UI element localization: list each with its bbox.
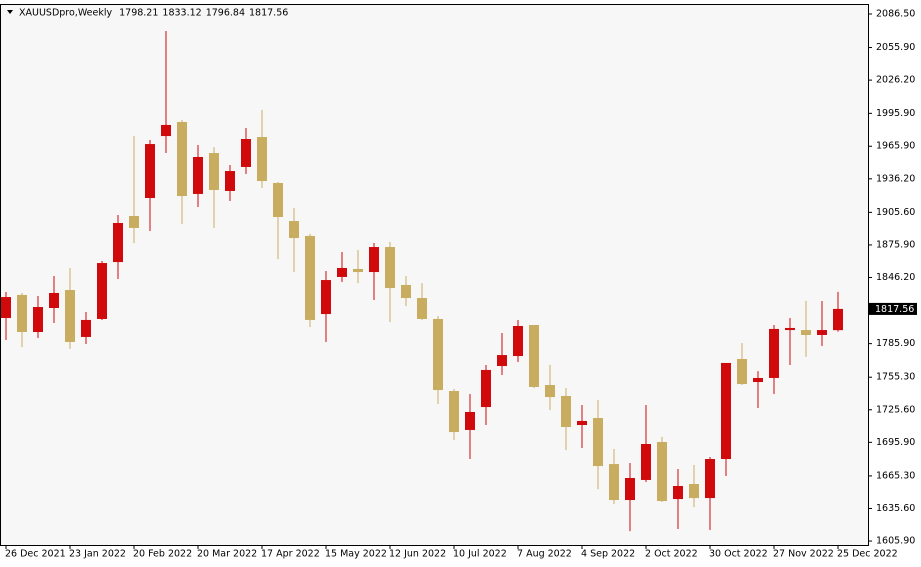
body <box>433 318 443 391</box>
body <box>689 484 699 499</box>
body <box>225 171 235 191</box>
body <box>657 442 667 502</box>
body <box>177 122 187 197</box>
body <box>305 235 315 320</box>
candles <box>1 30 843 532</box>
body <box>545 384 555 398</box>
x-tick-label: 23 Jan 2022 <box>69 549 126 560</box>
y-tick-label: 1695.90 <box>876 437 915 448</box>
body <box>785 327 795 331</box>
y-tick-label: 1995.90 <box>876 108 915 119</box>
body <box>97 263 107 319</box>
body <box>145 144 155 199</box>
x-tick-label: 10 Jul 2022 <box>453 549 507 560</box>
body <box>721 362 731 460</box>
y-tick-label: 1725.60 <box>876 404 915 415</box>
last-price-label: 1817.56 <box>875 304 914 315</box>
y-tick-label: 2055.90 <box>876 42 915 53</box>
body <box>609 464 619 501</box>
body <box>113 223 123 263</box>
x-tick-label: 20 Feb 2022 <box>133 549 192 560</box>
header-close: 1817.56 <box>249 7 288 18</box>
chart-title: XAUUSDpro,Weekly 1798.21 1833.12 1796.84 181… <box>19 7 288 18</box>
body <box>529 325 539 387</box>
menu-arrow[interactable] <box>7 10 13 14</box>
body <box>81 319 91 337</box>
x-tick-label: 12 Jun 2022 <box>389 549 446 560</box>
x-tick-label: 4 Sep 2022 <box>581 549 635 560</box>
body <box>369 247 379 273</box>
plot-frame <box>0 4 869 546</box>
y-tick-label: 1905.60 <box>876 207 915 218</box>
body <box>561 395 571 427</box>
x-tick-label: 26 Dec 2021 <box>5 549 66 560</box>
body <box>417 298 427 319</box>
body <box>737 359 747 385</box>
body <box>513 325 523 357</box>
body <box>593 418 603 467</box>
body <box>577 420 587 426</box>
symbol: XAUUSDpro,Weekly <box>19 7 112 18</box>
body <box>465 411 475 430</box>
y-tick-label: 1665.30 <box>876 470 915 481</box>
y-tick-label: 2086.50 <box>876 8 915 19</box>
x-tick-label: 2 Oct 2022 <box>645 549 698 560</box>
body <box>497 355 507 367</box>
body <box>833 308 843 331</box>
body <box>641 443 651 480</box>
header-low: 1796.84 <box>206 7 245 18</box>
body <box>33 307 43 333</box>
body <box>481 369 491 408</box>
body <box>129 215 139 228</box>
body <box>625 477 635 501</box>
body <box>193 156 203 194</box>
body <box>801 330 811 335</box>
body <box>769 328 779 378</box>
body <box>241 139 251 167</box>
body <box>49 292 59 309</box>
x-tick-label: 30 Oct 2022 <box>709 549 768 560</box>
body <box>289 221 299 239</box>
body <box>673 485 683 500</box>
x-tick-label: 17 Apr 2022 <box>261 549 320 560</box>
y-tick-label: 1965.90 <box>876 141 915 152</box>
body <box>65 290 75 343</box>
body <box>753 377 763 383</box>
body <box>449 391 459 433</box>
x-tick-label: 25 Dec 2022 <box>837 549 898 560</box>
x-tick-label: 20 Mar 2022 <box>197 549 257 560</box>
y-tick-label: 2026.20 <box>876 75 915 86</box>
body <box>817 330 827 335</box>
y-tick-label: 1785.90 <box>876 338 915 349</box>
body <box>321 280 331 315</box>
body <box>17 294 27 333</box>
body <box>385 247 395 289</box>
x-tick-label: 27 Nov 2022 <box>773 549 834 560</box>
last-price-box <box>869 302 917 315</box>
body <box>273 182 283 217</box>
x-tick-label: 15 May 2022 <box>325 549 387 560</box>
y-tick-label: 1936.20 <box>876 173 915 184</box>
y-tick-label: 1846.20 <box>876 272 915 283</box>
header-high: 1833.12 <box>162 7 201 18</box>
x-tick-label: 7 Aug 2022 <box>517 549 572 560</box>
body <box>401 284 411 299</box>
body <box>209 153 219 190</box>
y-tick-label: 1755.30 <box>876 372 915 383</box>
header-open: 1798.21 <box>119 7 158 18</box>
y-tick-label: 1635.60 <box>876 503 915 514</box>
body <box>1 297 11 318</box>
body <box>705 459 715 499</box>
body <box>257 137 267 182</box>
body <box>161 124 171 137</box>
body <box>337 267 347 277</box>
y-tick-label: 1605.90 <box>876 536 915 547</box>
y-tick-label: 1875.90 <box>876 239 915 250</box>
body <box>353 268 363 273</box>
